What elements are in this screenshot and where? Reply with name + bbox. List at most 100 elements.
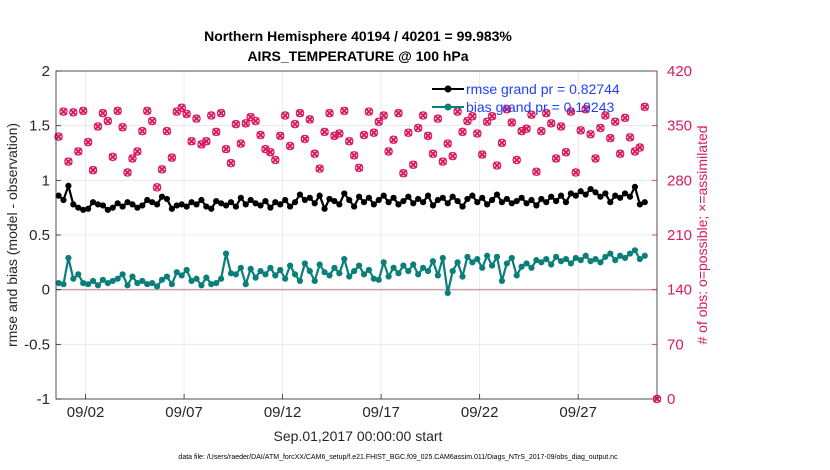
obs-possible-marker (640, 102, 650, 112)
rmse-point (503, 195, 510, 203)
rmse-point (543, 199, 550, 206)
bias-point (296, 277, 304, 285)
obs-assimilated-marker (458, 128, 467, 136)
rmse-point (218, 200, 225, 207)
bias-point (380, 259, 387, 266)
bias-point (572, 254, 579, 262)
bias-point (60, 281, 67, 288)
bias-point (85, 281, 92, 288)
legend-bias-label: bias grand pr = 0.19243 (466, 99, 614, 115)
obs-assimilated-marker (276, 131, 285, 140)
bias-point (247, 265, 254, 272)
obs-possible-marker (64, 157, 73, 166)
obs-assimilated-marker (424, 131, 432, 140)
rmse-point (636, 201, 643, 208)
bias-point (538, 259, 545, 266)
obs-possible-marker (152, 183, 162, 192)
bias-point (306, 267, 313, 275)
bias-point (311, 277, 318, 285)
obs-assimilated-marker (478, 150, 487, 159)
bias-point (282, 275, 289, 282)
bias-point (557, 258, 565, 265)
obs-assimilated-marker (113, 106, 122, 115)
bias-point (617, 252, 624, 259)
x-tick-label: 09/27 (559, 404, 597, 421)
rmse-point (420, 199, 427, 206)
obs-assimilated-marker (414, 124, 423, 132)
rmse-point (538, 195, 545, 203)
rmse-point (129, 201, 136, 208)
rmse-point (459, 203, 466, 210)
rmse-point (173, 202, 180, 209)
obs-assimilated-marker (345, 137, 354, 146)
obs-assimilated-marker (586, 130, 595, 139)
obs-assimilated-marker (379, 111, 388, 120)
obs-possible-marker (344, 137, 354, 146)
obs-possible-marker (596, 123, 605, 133)
rmse-point (203, 203, 210, 210)
obs-assimilated-marker (167, 153, 176, 162)
bias-point (193, 275, 200, 282)
obs-assimilated-marker (158, 165, 166, 174)
obs-assimilated-marker (153, 183, 161, 192)
obs-assimilated-marker (409, 160, 418, 169)
obs-possible-marker (551, 154, 561, 163)
bias-point (163, 273, 171, 280)
obs-possible-marker (202, 137, 211, 146)
obs-assimilated-marker (133, 147, 142, 156)
obs-assimilated-marker (89, 166, 97, 175)
obs-assimilated-marker (355, 163, 363, 172)
obs-possible-marker (167, 153, 177, 162)
bias-point (218, 275, 225, 282)
obs-possible-marker (256, 130, 265, 140)
rmse-point (597, 193, 604, 200)
obs-possible-marker (128, 154, 137, 163)
obs-possible-marker (606, 133, 615, 143)
obs-possible-marker (157, 165, 167, 174)
obs-possible-marker (93, 122, 103, 131)
obs-assimilated-marker (281, 111, 290, 120)
obs-assimilated-marker (369, 128, 378, 137)
obs-assimilated-marker (227, 159, 235, 168)
obs-possible-marker (428, 149, 438, 159)
obs-assimilated-marker (330, 131, 339, 140)
obs-assimilated-marker (616, 149, 625, 158)
rmse-point (65, 182, 72, 189)
obs-possible-marker (138, 126, 147, 136)
rmse-point (306, 194, 313, 201)
obs-assimilated-marker (54, 132, 63, 141)
rmse-point (513, 198, 520, 205)
obs-possible-marker (423, 131, 433, 141)
obs-assimilated-marker (429, 149, 437, 158)
rmse-point (621, 190, 629, 197)
y-tick-label: 1.5 (29, 118, 50, 135)
obs-assimilated-marker (517, 127, 526, 136)
bias-point (80, 280, 87, 287)
obs-assimilated-marker (315, 164, 324, 173)
y2-tick-label: 140 (667, 282, 692, 299)
bias-point (124, 282, 131, 289)
obs-assimilated-marker (596, 124, 605, 132)
obs-possible-marker (581, 105, 590, 114)
rmse-point (449, 193, 456, 200)
rmse-point (208, 205, 215, 212)
rmse-point (188, 199, 195, 206)
obs-possible-marker (280, 111, 290, 120)
obs-assimilated-marker (522, 124, 531, 133)
chart-title: Northern Hemisphere 40194 / 40201 = 99.9… (204, 28, 512, 44)
y2-tick-label: 0 (667, 391, 675, 408)
obs-possible-marker (187, 137, 196, 146)
rmse-point (139, 202, 146, 209)
rmse-point (410, 200, 417, 207)
obs-assimilated-marker (74, 147, 83, 156)
obs-possible-marker (591, 154, 600, 163)
bias-point (508, 254, 515, 262)
bias-point (370, 275, 377, 282)
obs-possible-marker (610, 117, 620, 127)
obs-assimilated-marker (202, 137, 211, 146)
bias-point (70, 275, 77, 282)
rmse-point (365, 194, 373, 201)
bias-point (474, 255, 481, 263)
obs-possible-marker (537, 126, 546, 136)
obs-possible-marker (635, 143, 645, 152)
